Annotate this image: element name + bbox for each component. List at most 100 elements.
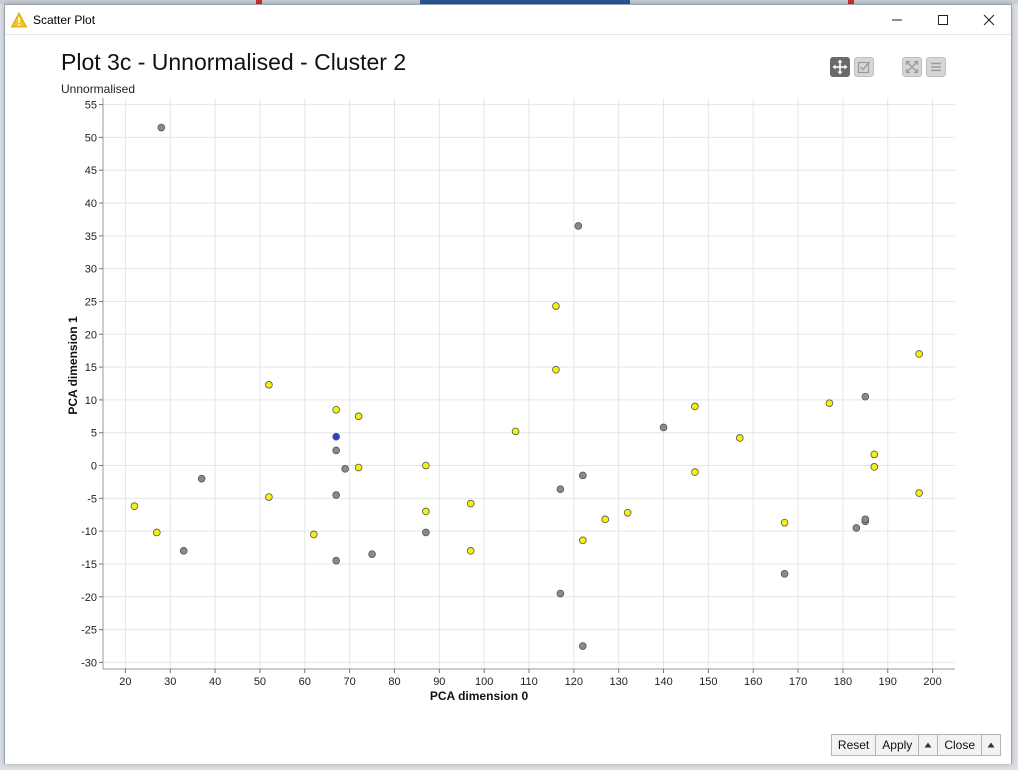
data-point[interactable] <box>368 550 376 558</box>
data-point[interactable] <box>153 528 161 537</box>
close-button[interactable]: Close <box>937 734 982 756</box>
data-point[interactable] <box>601 515 610 524</box>
data-point[interactable] <box>780 570 789 578</box>
data-point[interactable] <box>579 536 587 545</box>
data-point[interactable] <box>422 528 430 537</box>
data-point[interactable] <box>422 461 430 470</box>
data-point[interactable] <box>552 365 560 374</box>
pan-tool-button[interactable] <box>830 57 850 77</box>
x-tick-label: 40 <box>209 676 221 688</box>
maximize-icon <box>938 15 948 25</box>
x-tick-label: 100 <box>475 676 493 688</box>
data-point[interactable] <box>691 468 699 476</box>
close-options-button[interactable] <box>981 734 1001 756</box>
x-tick-label: 150 <box>699 676 717 688</box>
data-point[interactable] <box>556 485 565 493</box>
data-point[interactable] <box>511 427 520 436</box>
data-point[interactable] <box>466 499 475 508</box>
data-point[interactable] <box>341 465 349 473</box>
data-point[interactable] <box>466 547 475 555</box>
data-point[interactable] <box>332 405 340 414</box>
data-point[interactable] <box>422 507 430 516</box>
y-tick-label: 25 <box>85 296 97 308</box>
background-marker <box>848 0 854 4</box>
data-point[interactable] <box>691 402 699 411</box>
pan-icon <box>832 59 848 75</box>
y-tick-label: 55 <box>85 100 97 112</box>
data-point[interactable] <box>825 399 834 407</box>
background-marker <box>256 0 262 4</box>
x-axis-label: PCA dimension 0 <box>430 689 529 703</box>
background-tab-strip <box>420 0 630 4</box>
select-tool-button[interactable] <box>854 57 874 77</box>
data-point[interactable] <box>332 556 340 565</box>
data-point[interactable] <box>332 432 340 441</box>
select-icon <box>857 61 871 74</box>
menu-icon <box>931 62 941 72</box>
x-tick-label: 120 <box>565 676 583 688</box>
y-tick-label: -15 <box>81 559 97 571</box>
data-point[interactable] <box>556 589 565 598</box>
close-window-button[interactable] <box>966 5 1012 35</box>
scatter-plot-window: Scatter Plot 20 30 40 50 60 70 80 90 100 110 120 13… <box>4 4 1012 764</box>
data-point[interactable] <box>579 642 587 650</box>
data-point[interactable] <box>130 502 139 511</box>
x-tick-label: 90 <box>433 676 445 688</box>
y-tick-label: 40 <box>85 198 97 210</box>
y-tick-label: -20 <box>81 592 97 604</box>
window-title: Scatter Plot <box>33 12 96 27</box>
data-point[interactable] <box>915 350 923 358</box>
data-point[interactable] <box>179 547 188 555</box>
apply-options-button[interactable] <box>918 734 939 756</box>
y-tick-label: 35 <box>85 231 97 243</box>
data-point[interactable] <box>354 463 363 472</box>
x-tick-label: 130 <box>610 676 628 688</box>
data-point[interactable] <box>870 450 879 459</box>
data-point[interactable] <box>915 489 923 497</box>
minimize-button[interactable] <box>874 5 920 35</box>
x-tick-label: 160 <box>744 676 762 688</box>
window-titlebar[interactable]: Scatter Plot <box>5 5 1011 35</box>
apply-button[interactable]: Apply <box>875 734 920 756</box>
data-point[interactable] <box>735 434 744 442</box>
data-point[interactable] <box>265 493 273 501</box>
y-tick-label: 30 <box>85 264 97 276</box>
data-point[interactable] <box>861 392 870 401</box>
view-menu-button[interactable] <box>926 57 946 77</box>
y-tick-label: -5 <box>87 493 97 505</box>
data-point[interactable] <box>157 123 166 132</box>
data-point[interactable] <box>265 381 273 389</box>
data-point[interactable] <box>309 530 318 539</box>
y-tick-label: 0 <box>91 461 97 473</box>
fullscreen-button[interactable] <box>902 57 922 77</box>
x-tick-label: 50 <box>254 676 266 688</box>
data-point[interactable] <box>552 302 560 310</box>
data-point[interactable] <box>780 518 789 527</box>
data-point[interactable] <box>861 515 870 524</box>
maximize-button[interactable] <box>920 5 966 35</box>
y-tick-label: 20 <box>85 329 97 341</box>
data-point[interactable] <box>354 412 363 421</box>
y-tick-label: 5 <box>91 428 97 440</box>
x-tick-label: 20 <box>119 676 131 688</box>
data-point[interactable] <box>870 463 879 471</box>
close-icon <box>983 14 995 26</box>
data-point[interactable] <box>852 524 861 532</box>
x-tick-label: 70 <box>344 676 356 688</box>
footer-buttons: Reset Apply Close <box>830 734 1001 756</box>
warning-triangle-icon <box>11 11 27 27</box>
x-tick-label: 30 <box>164 676 176 688</box>
x-tick-label: 190 <box>879 676 897 688</box>
data-point[interactable] <box>659 423 668 432</box>
data-point[interactable] <box>574 222 583 230</box>
scatter-chart[interactable]: 20 30 40 50 60 70 80 90 100 110 120 130 140 150 160 170… <box>5 36 1013 726</box>
data-point[interactable] <box>332 491 340 499</box>
reset-button[interactable]: Reset <box>830 734 877 756</box>
minimize-icon <box>892 19 902 21</box>
data-point[interactable] <box>579 471 587 480</box>
data-point[interactable] <box>332 446 340 455</box>
data-point[interactable] <box>623 508 632 517</box>
x-tick-label: 200 <box>923 676 941 688</box>
data-point[interactable] <box>197 474 206 483</box>
